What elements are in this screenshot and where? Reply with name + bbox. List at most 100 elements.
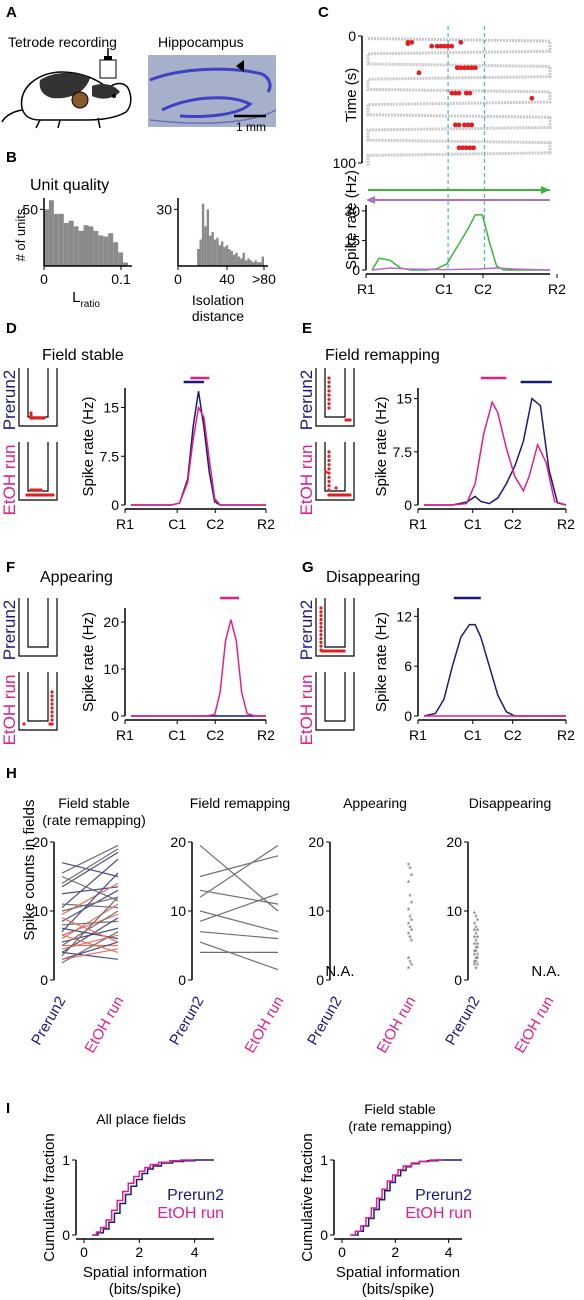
spike-dot xyxy=(456,145,462,151)
y-tick-label: 20 xyxy=(308,834,324,850)
histogram-bar xyxy=(261,256,264,266)
c-rate-ylabel: Spike rate (Hz) xyxy=(343,170,360,270)
scatter-point: * xyxy=(474,930,478,940)
y-tick-label: 0 xyxy=(352,262,360,278)
track-outer xyxy=(315,672,355,731)
track-inner xyxy=(324,368,346,418)
histogram-bar xyxy=(73,226,79,266)
y-tick-label: 30 xyxy=(344,203,360,219)
histogram-bar xyxy=(123,262,128,266)
scatter-point: * xyxy=(474,958,478,968)
track-inner xyxy=(27,672,49,722)
histogram-bar xyxy=(247,258,250,266)
histogram-bar xyxy=(206,209,210,266)
spike-dot xyxy=(465,122,471,128)
y-tick-label: 0 xyxy=(178,972,186,988)
histogram-bar xyxy=(98,235,104,266)
spike-dot xyxy=(471,145,476,151)
y-tick-label: 0 xyxy=(316,972,324,988)
track-spike-dot xyxy=(50,714,54,718)
histogram-bar xyxy=(249,260,253,266)
x-tick-label: C1 xyxy=(435,281,453,297)
histogram-bar xyxy=(254,260,257,266)
scatter-point: * xyxy=(474,947,478,957)
scale-bar-label: 1 mm xyxy=(236,120,266,134)
paired-line xyxy=(61,951,119,960)
histogram-bar xyxy=(225,245,229,266)
i-title-line1: Field stable xyxy=(364,1101,436,1117)
histogram-bar xyxy=(68,220,74,266)
paired-line xyxy=(199,844,279,912)
y-tick-label: 20 xyxy=(446,834,462,850)
panel-a: A Tetrode recording Hippocampus 1 mm xyxy=(1,4,277,134)
track-spike-dot xyxy=(22,722,26,726)
tetrode-label: Tetrode recording xyxy=(8,34,117,50)
x-tick-label: 4 xyxy=(445,1244,453,1260)
scatter-point: * xyxy=(407,920,411,930)
track-spike-dot xyxy=(324,470,328,474)
spike-dot xyxy=(529,95,535,101)
x-label-etoh: EtOH run xyxy=(373,994,419,1057)
h-column-title: Disappearing xyxy=(469,795,552,811)
scatter-point: * xyxy=(476,916,480,926)
histogram-bar xyxy=(256,262,260,266)
etoh-row-label: EtOH run xyxy=(297,675,316,746)
track-inner xyxy=(27,442,49,492)
y-tick-label: 10 xyxy=(446,903,462,919)
track-spike-dot xyxy=(319,617,323,622)
scatter-point: * xyxy=(473,951,477,961)
track-spike-dot xyxy=(50,702,54,706)
x-tick-label: C2 xyxy=(504,516,522,532)
histogram-bar xyxy=(232,254,236,266)
isolation-histogram: 30 0 40 >80 xyxy=(156,198,276,287)
track-spike-dot xyxy=(327,479,331,484)
y-tick-label: 6 xyxy=(404,658,412,674)
y-tick-label: 20 xyxy=(103,614,119,630)
scatter-point: * xyxy=(407,906,411,916)
paired-line xyxy=(61,917,119,943)
track-spike-dot xyxy=(319,640,323,644)
paired-line xyxy=(199,855,279,878)
spike-dot xyxy=(434,43,440,49)
scatter-point: * xyxy=(473,909,477,919)
histogram-bar xyxy=(240,258,243,266)
histogram-bar xyxy=(78,230,84,266)
track-spike-dot xyxy=(319,629,323,633)
scatter-point: * xyxy=(476,944,480,954)
iso-label-2: distance xyxy=(192,308,244,324)
scatter-point: * xyxy=(410,927,414,937)
paired-line xyxy=(199,893,279,922)
track-spike-dot xyxy=(50,694,54,698)
y-axis-label: Cumulative fraction xyxy=(41,1133,58,1261)
scatter-point: * xyxy=(473,927,477,937)
panel-h-letter: H xyxy=(6,765,17,782)
spike-dot xyxy=(463,90,469,96)
histogram-bar xyxy=(93,230,99,266)
x-tick-label: R2 xyxy=(548,281,566,297)
track-spike-dot xyxy=(342,649,346,653)
track-spike-dot xyxy=(50,698,54,702)
track-outer xyxy=(315,442,355,501)
rate-line-etoh xyxy=(131,405,266,506)
paired-line xyxy=(61,896,119,957)
rate-line-prerun xyxy=(423,623,566,717)
y-tick-label: 20 xyxy=(32,834,48,850)
y-tick-label: 1 xyxy=(320,1152,328,1168)
x-tick-label: R1 xyxy=(116,727,134,743)
track-spike-dot xyxy=(330,649,334,653)
x-tick-label: R2 xyxy=(257,516,275,532)
spike-dot xyxy=(462,122,467,128)
spike-dot xyxy=(472,65,478,71)
spike-dot xyxy=(458,39,464,45)
panel-c-letter: C xyxy=(318,4,329,21)
y-tick-label: 10 xyxy=(308,903,324,919)
y-tick-label: 15 xyxy=(103,400,119,416)
scatter-point: * xyxy=(474,923,478,933)
x-axis-label-line2: (bits/spike) xyxy=(109,1281,182,1298)
g-rate-chart: Spike rate (Hz) 0 6 12 R1 C1 C2 R2 xyxy=(373,596,575,743)
x-label-etoh: EtOH run xyxy=(241,994,287,1057)
track-inner xyxy=(324,672,346,722)
h1-title-line2: (rate remapping) xyxy=(42,812,146,828)
etoh-row-label: EtOH run xyxy=(0,445,19,516)
x-tick-label: R2 xyxy=(557,727,575,743)
